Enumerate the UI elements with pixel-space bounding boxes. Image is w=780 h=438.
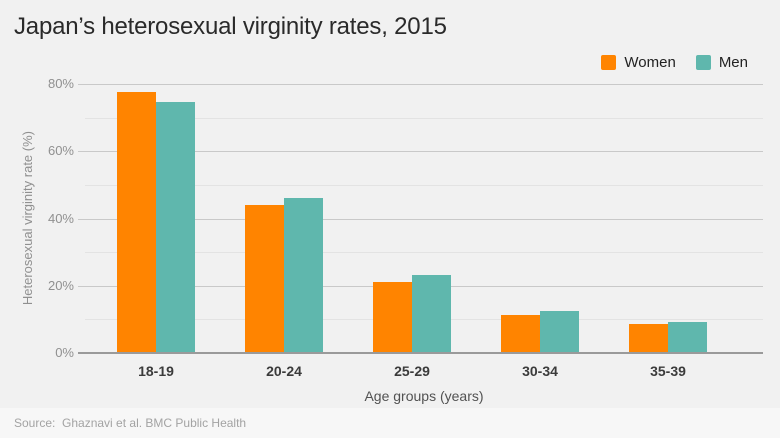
footer: Source: Ghaznavi et al. BMC Public Healt… xyxy=(0,408,780,438)
bar-women-18-19[interactable] xyxy=(117,91,156,353)
gridline-major-40 xyxy=(78,218,763,220)
x-tick-label-20-24: 20-24 xyxy=(266,363,302,379)
gridline-major-80 xyxy=(78,84,763,85)
gridline-minor-70 xyxy=(85,117,763,119)
x-axis-title: Age groups (years) xyxy=(364,388,484,404)
legend-label-men: Men xyxy=(718,54,748,71)
x-tick-label-35-39: 35-39 xyxy=(650,363,686,379)
legend-item-men[interactable]: Men xyxy=(695,54,748,71)
bar-men-18-19[interactable] xyxy=(156,101,195,353)
x-tick-label-18-19: 18-19 xyxy=(138,363,174,379)
bar-men-25-29[interactable] xyxy=(412,275,451,353)
women-color-swatch xyxy=(601,55,617,70)
bar-men-30-34[interactable] xyxy=(540,310,579,353)
men-color-swatch xyxy=(695,55,711,70)
gridline-minor-50 xyxy=(85,184,763,186)
y-tick-label-60: 60% xyxy=(47,143,74,159)
gridline-minor-30 xyxy=(85,252,763,254)
y-tick-label-20: 20% xyxy=(47,277,74,293)
gridline-major-60 xyxy=(78,151,763,153)
legend-item-women[interactable]: Women xyxy=(601,54,676,71)
legend: Women Men xyxy=(601,54,748,71)
chart-title: Japan’s heterosexual virginity rates, 20… xyxy=(14,13,447,40)
bar-women-30-34[interactable] xyxy=(501,314,540,353)
y-tick-label-40: 40% xyxy=(47,210,74,226)
bar-women-25-29[interactable] xyxy=(373,281,412,353)
y-tick-label-0: 0% xyxy=(55,345,74,360)
plot-area xyxy=(78,84,763,354)
y-tick-label-80: 80% xyxy=(47,76,74,91)
bar-men-20-24[interactable] xyxy=(284,197,323,353)
source-text: Source: Ghaznavi et al. BMC Public Healt… xyxy=(14,416,247,430)
x-tick-label-30-34: 30-34 xyxy=(522,363,558,379)
bar-men-35-39[interactable] xyxy=(668,322,707,353)
legend-label-women: Women xyxy=(624,54,676,71)
x-axis-line xyxy=(78,352,763,354)
x-tick-label-25-29: 25-29 xyxy=(394,363,430,379)
bar-women-35-39[interactable] xyxy=(629,324,668,353)
bar-women-20-24[interactable] xyxy=(245,205,284,353)
